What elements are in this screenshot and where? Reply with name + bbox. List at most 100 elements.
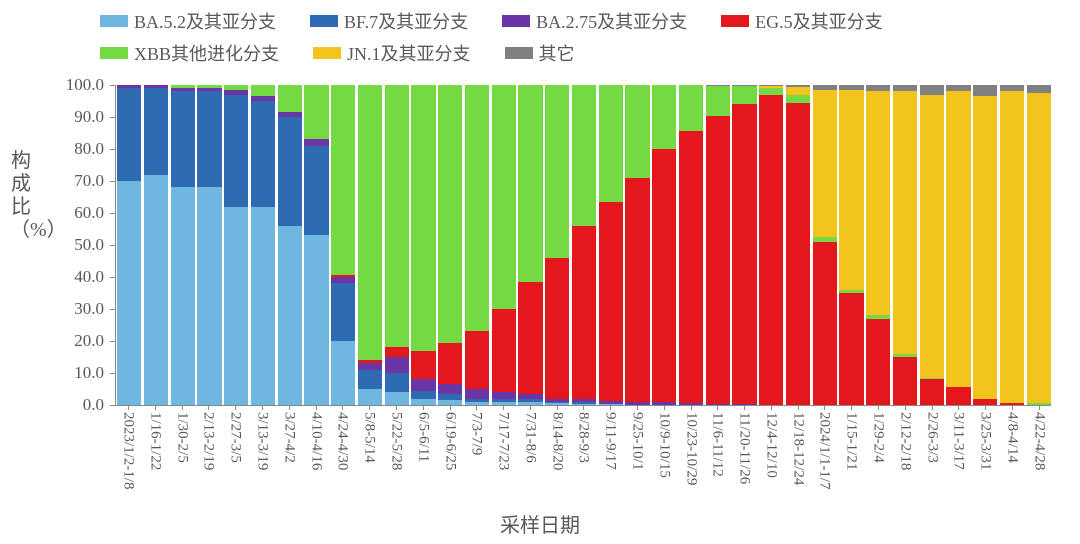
x-tick-mark	[545, 405, 569, 411]
bar-segment	[144, 88, 168, 174]
bar-segment	[465, 85, 489, 331]
bar	[706, 85, 730, 405]
x-tick-mark	[839, 405, 863, 411]
bar-segment	[1027, 85, 1051, 93]
bar-segment	[572, 226, 596, 399]
bar	[839, 85, 863, 405]
x-tick-label: 10/9-10/15	[652, 412, 676, 512]
bar	[973, 85, 997, 405]
legend-label: BA.5.2及其亚分支	[134, 8, 276, 34]
bar-segment	[251, 101, 275, 207]
bar-segment	[759, 88, 783, 95]
y-tick-label: 50.0	[74, 235, 104, 255]
legend: BA.5.2及其亚分支BF.7及其亚分支BA.2.75及其亚分支EG.5及其亚分…	[100, 8, 1000, 66]
x-tick-mark	[196, 405, 220, 411]
bar-segment	[706, 86, 730, 116]
x-tick-label: 8/14-8/20	[545, 412, 569, 512]
legend-swatch	[502, 15, 530, 27]
bar-segment	[304, 146, 328, 236]
bar	[625, 85, 649, 405]
bar	[144, 85, 168, 405]
y-tick-label: 20.0	[74, 331, 104, 351]
x-tick-label: 3/13-3/19	[250, 412, 274, 512]
x-tick-mark	[357, 405, 381, 411]
bar-segment	[465, 331, 489, 389]
bar	[251, 85, 275, 405]
bar-segment	[438, 384, 462, 394]
x-tick-label: 6/19-6/25	[437, 412, 461, 512]
bar	[786, 85, 810, 405]
bar-segment	[973, 85, 997, 96]
legend-swatch	[721, 15, 749, 27]
bar	[732, 85, 756, 405]
x-tick-label: 5/8-5/14	[357, 412, 381, 512]
bar-segment	[304, 235, 328, 405]
legend-label: BF.7及其亚分支	[344, 8, 468, 34]
bar-segment	[411, 391, 435, 399]
bar-segment	[117, 88, 141, 181]
bar-segment	[144, 175, 168, 405]
bar-segment	[813, 90, 837, 237]
bar-segment	[1000, 91, 1024, 403]
bar-segment	[251, 207, 275, 405]
bar-segment	[706, 116, 730, 404]
x-tick-mark	[384, 405, 408, 411]
x-tick-label: 2/13-2/19	[196, 412, 220, 512]
bar	[358, 85, 382, 405]
bar	[759, 85, 783, 405]
x-tick-label: 4/8-4/14	[1000, 412, 1024, 512]
x-tick-mark	[143, 405, 167, 411]
bar	[813, 85, 837, 405]
bar-segment	[385, 357, 409, 373]
bar-segment	[786, 95, 810, 103]
x-tick-mark	[759, 405, 783, 411]
bar	[197, 85, 221, 405]
bar	[171, 85, 195, 405]
x-tick-label: 2/12-2/18	[893, 412, 917, 512]
bar-segment	[385, 392, 409, 405]
x-tick-mark	[812, 405, 836, 411]
bar-segment	[358, 370, 382, 389]
bar-segment	[786, 87, 810, 95]
bar-segment	[278, 85, 302, 112]
x-tick-mark	[170, 405, 194, 411]
x-tick-mark	[411, 405, 435, 411]
stacked-bars	[116, 85, 1051, 405]
x-tick-mark	[946, 405, 970, 411]
bar-segment	[893, 91, 917, 353]
bar-segment	[599, 202, 623, 400]
bar	[946, 85, 970, 405]
x-tick-label: 12/18-12/24	[786, 412, 810, 512]
plot-area	[115, 85, 1051, 406]
x-tick-mark	[330, 405, 354, 411]
bar	[117, 85, 141, 405]
bar	[920, 85, 944, 405]
x-tick-label: 2024/1/1-1/7	[812, 412, 836, 512]
bar-segment	[920, 95, 944, 378]
legend-swatch	[313, 47, 341, 59]
legend-item: BF.7及其亚分支	[310, 8, 468, 34]
bar-segment	[920, 85, 944, 95]
bar-segment	[545, 85, 569, 258]
bar-segment	[331, 85, 355, 275]
bar-segment	[304, 85, 328, 139]
bar-segment	[251, 85, 275, 96]
y-tick-label: 30.0	[74, 299, 104, 319]
x-tick-mark	[652, 405, 676, 411]
bar-segment	[224, 95, 248, 207]
x-tick-label: 9/11-9/17	[598, 412, 622, 512]
x-tick-mark	[250, 405, 274, 411]
x-tick-label: 11/20-11/26	[732, 412, 756, 512]
bar-segment	[732, 86, 756, 104]
bar	[385, 85, 409, 405]
y-tick-label: 90.0	[74, 107, 104, 127]
bar-segment	[679, 85, 703, 131]
bar-segment	[492, 85, 516, 309]
x-tick-mark	[1000, 405, 1024, 411]
y-axis-title: 构成比（%）	[10, 150, 32, 242]
x-tick-mark	[223, 405, 247, 411]
legend-label: BA.2.75及其亚分支	[536, 8, 687, 34]
bar-segment	[839, 293, 863, 405]
bar	[572, 85, 596, 405]
x-tick-label: 12/4-12/10	[759, 412, 783, 512]
